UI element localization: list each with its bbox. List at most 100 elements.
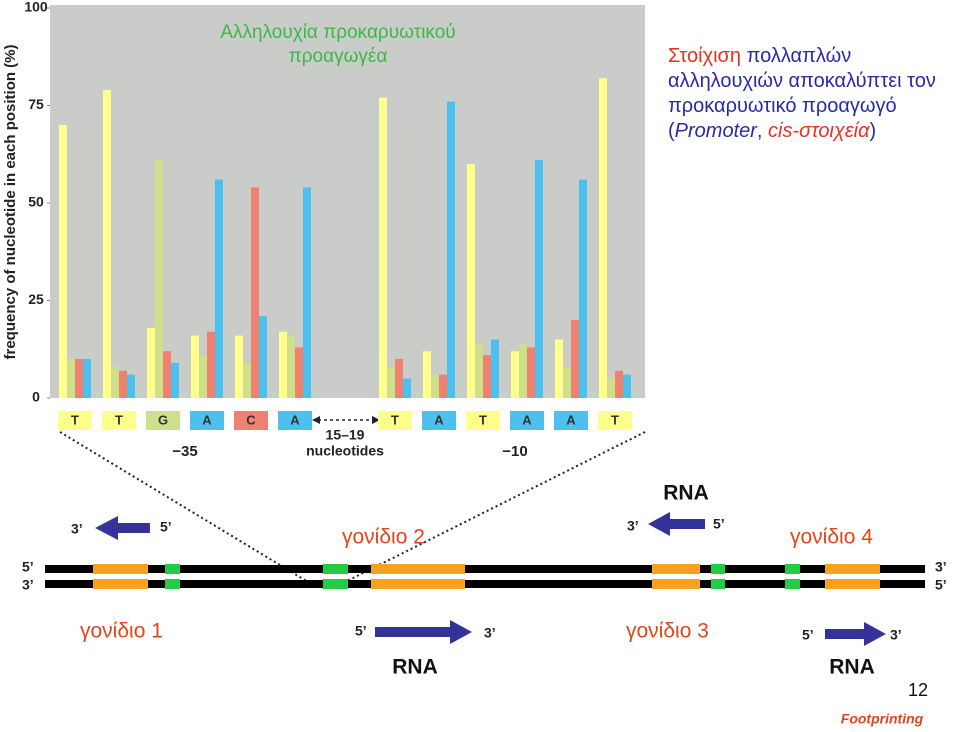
page-number: 12 — [908, 680, 928, 700]
strand-end: 5’ — [935, 577, 947, 593]
x-tick-label: A — [434, 412, 444, 427]
gene-label: γονίδιο 3 — [626, 620, 709, 643]
bar — [467, 164, 475, 398]
gene-label: γονίδιο 2 — [342, 526, 425, 549]
x-tick-label: A — [202, 412, 212, 427]
x-tick-label: C — [246, 412, 256, 427]
annotation: −10 — [502, 443, 527, 460]
bar — [623, 374, 631, 398]
caption-text: Στοίχιση — [668, 45, 747, 67]
transcript-end: 5’ — [802, 627, 814, 643]
transcript-end: 3’ — [71, 521, 83, 537]
bar — [67, 359, 75, 398]
bar — [491, 339, 499, 398]
transcript-end: 3’ — [627, 518, 639, 534]
y-tick-label: 75 — [28, 96, 44, 112]
strand-end: 3’ — [22, 577, 34, 593]
bar — [483, 355, 491, 398]
bar — [555, 339, 563, 398]
y-tick-label: 50 — [28, 194, 44, 210]
bar — [579, 179, 587, 398]
bar — [431, 374, 439, 398]
strand-end: 5’ — [22, 559, 34, 575]
bar — [235, 335, 243, 398]
bar — [59, 125, 67, 398]
bar — [527, 347, 535, 398]
category-box — [466, 411, 500, 430]
bar — [127, 374, 135, 398]
bar — [259, 316, 267, 398]
annotation: 15–19 — [326, 427, 365, 443]
bar — [447, 101, 455, 398]
category-box — [58, 411, 92, 430]
x-tick-label: A — [290, 412, 300, 427]
bar — [303, 187, 311, 398]
bar — [243, 362, 251, 398]
caption-text: cis-στοιχεία — [768, 120, 870, 142]
y-tick-label: 100 — [24, 0, 48, 15]
bar — [199, 355, 207, 398]
chart-title: προαγωγέα — [289, 46, 388, 67]
transcript-end: 3’ — [890, 627, 902, 643]
x-tick-label: T — [611, 412, 619, 427]
bar — [251, 187, 259, 398]
strand-end: 3’ — [935, 559, 947, 575]
bar — [599, 78, 607, 398]
category-box — [510, 411, 544, 430]
bar — [379, 97, 387, 398]
bar — [163, 351, 171, 398]
x-tick-label: A — [566, 412, 576, 427]
category-box — [554, 411, 588, 430]
dna — [45, 564, 925, 589]
footer-note: Footprinting — [841, 711, 924, 727]
bar — [215, 179, 223, 398]
gene-label: γονίδιο 1 — [80, 620, 163, 643]
caption-text: πολλαπλών αλληλουχιών αποκαλύπτει τον πρ… — [668, 45, 936, 142]
caption: Στοίχιση πολλαπλών αλληλουχιών αποκαλύπτ… — [668, 44, 958, 144]
bar — [279, 331, 287, 398]
category-box — [102, 411, 136, 430]
category-box — [422, 411, 456, 430]
category-box — [278, 411, 312, 430]
rna-label: RNA — [829, 656, 875, 679]
caption-text: Promoter — [674, 120, 757, 142]
projection-lines — [59, 431, 646, 583]
bar — [615, 370, 623, 398]
bar — [571, 320, 579, 398]
bar — [191, 335, 199, 398]
bar — [295, 347, 303, 398]
bar — [607, 378, 615, 398]
bar — [83, 359, 91, 398]
caption-text: , — [756, 120, 769, 142]
spacer-arrow — [312, 416, 380, 424]
bar — [403, 378, 411, 398]
bar — [103, 89, 111, 399]
bar — [535, 160, 543, 398]
bar — [395, 359, 403, 398]
gene-label: γονίδιο 4 — [790, 526, 873, 549]
annotation: nucleotides — [306, 443, 384, 459]
x-tick-label: T — [71, 412, 79, 427]
bar — [475, 343, 483, 398]
bar — [171, 362, 179, 398]
transcript-end: 5’ — [713, 516, 725, 532]
rna-label: RNA — [663, 482, 709, 505]
bar — [147, 327, 155, 398]
y-axis-label: frequency of nucleotide in each position… — [2, 44, 19, 359]
bar — [387, 366, 395, 398]
transcript-end: 5’ — [355, 623, 367, 639]
y-tick-label: 0 — [32, 389, 40, 405]
category-box — [598, 411, 632, 430]
bar — [75, 359, 83, 398]
transcript-end: 3’ — [484, 625, 496, 641]
category-box — [146, 411, 180, 430]
chart-title: Αλληλουχία προκαρυωτικού — [220, 22, 455, 43]
bar — [287, 335, 295, 398]
bar — [119, 370, 127, 398]
bar — [511, 351, 519, 398]
bar — [207, 331, 215, 398]
y-tick-label: 25 — [28, 291, 44, 307]
rna-label: RNA — [392, 656, 438, 679]
